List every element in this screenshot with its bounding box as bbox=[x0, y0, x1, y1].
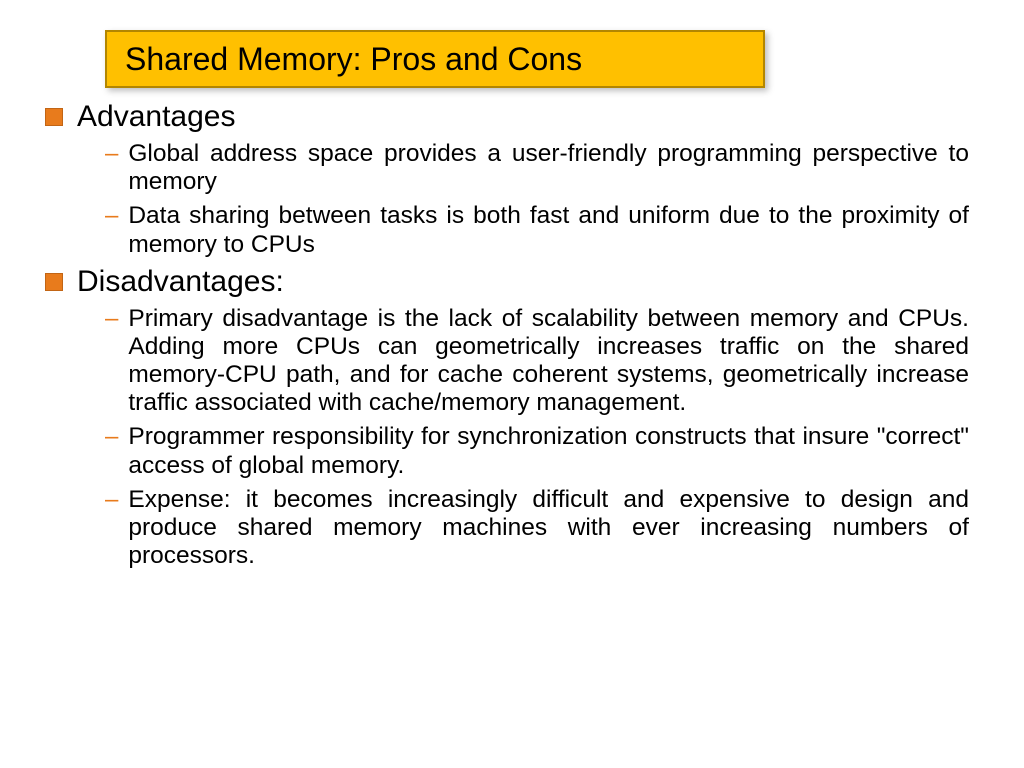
item-text: Global address space provides a user-fri… bbox=[128, 140, 969, 196]
item-text: Expense: it becomes increasingly difficu… bbox=[128, 486, 969, 571]
slide-content: Advantages – Global address space provid… bbox=[45, 100, 979, 576]
square-bullet-icon bbox=[45, 273, 63, 291]
dash-icon: – bbox=[105, 202, 118, 258]
slide-title: Shared Memory: Pros and Cons bbox=[125, 41, 582, 78]
section-advantages: Advantages – Global address space provid… bbox=[45, 100, 979, 259]
list-item: – Expense: it becomes increasingly diffi… bbox=[105, 486, 969, 571]
section-disadvantages: Disadvantages: – Primary disadvantage is… bbox=[45, 265, 979, 571]
list-item: – Global address space provides a user-f… bbox=[105, 140, 969, 196]
section-heading: Disadvantages: bbox=[77, 265, 284, 299]
item-text: Data sharing between tasks is both fast … bbox=[128, 202, 969, 258]
item-text: Programmer responsibility for synchroniz… bbox=[128, 423, 969, 479]
section-header: Advantages bbox=[45, 100, 979, 134]
section-heading: Advantages bbox=[77, 100, 235, 134]
sub-list: – Global address space provides a user-f… bbox=[45, 140, 979, 259]
dash-icon: – bbox=[105, 423, 118, 479]
item-text: Primary disadvantage is the lack of scal… bbox=[128, 305, 969, 418]
slide-title-bar: Shared Memory: Pros and Cons bbox=[105, 30, 765, 88]
section-header: Disadvantages: bbox=[45, 265, 979, 299]
list-item: – Programmer responsibility for synchron… bbox=[105, 423, 969, 479]
dash-icon: – bbox=[105, 140, 118, 196]
list-item: – Primary disadvantage is the lack of sc… bbox=[105, 305, 969, 418]
list-item: – Data sharing between tasks is both fas… bbox=[105, 202, 969, 258]
square-bullet-icon bbox=[45, 108, 63, 126]
dash-icon: – bbox=[105, 305, 118, 418]
sub-list: – Primary disadvantage is the lack of sc… bbox=[45, 305, 979, 571]
dash-icon: – bbox=[105, 486, 118, 571]
